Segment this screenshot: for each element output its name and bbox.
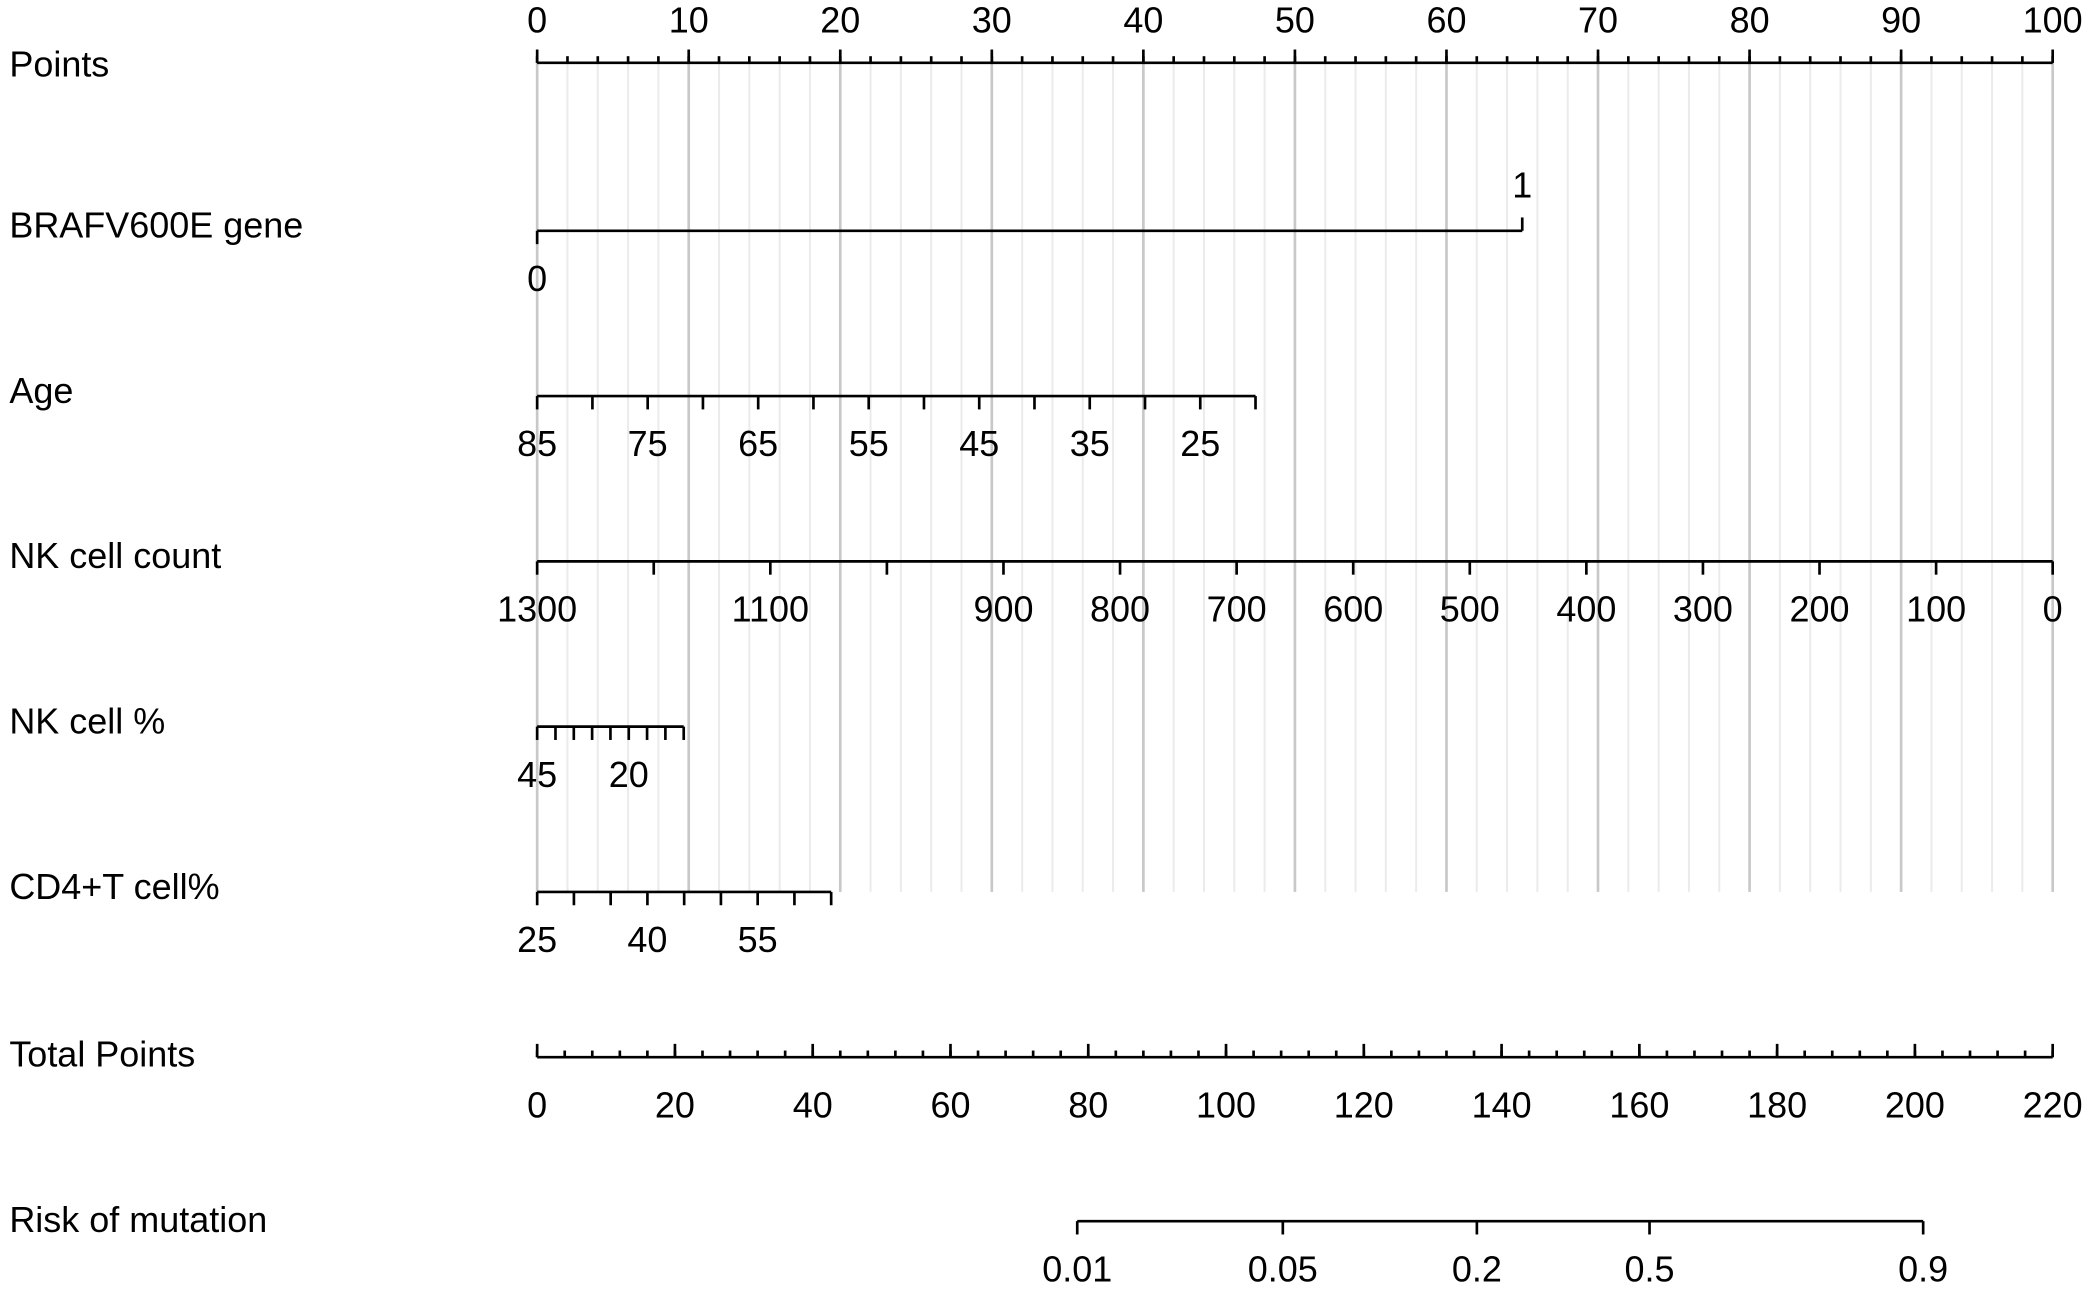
tick-label: 500 [1440,589,1500,630]
tick-label: 45 [959,423,999,464]
tick-label: 0.01 [1042,1248,1112,1289]
tick-label: 0.9 [1898,1248,1948,1289]
row-label: Total Points [9,1034,195,1075]
tick-label: 600 [1323,589,1383,630]
tick-label: 200 [1885,1084,1945,1125]
tick-label: 0 [2043,589,2063,630]
tick-label: 100 [2023,0,2083,40]
tick-label: 55 [738,919,778,960]
tick-label: 0 [527,1084,547,1125]
tick-label: 180 [1747,1084,1807,1125]
row-label: Age [9,370,73,411]
tick-label: 0 [527,0,547,40]
row-label: NK cell count [9,535,221,576]
tick-label: 160 [1609,1084,1669,1125]
tick-label: 20 [655,1084,695,1125]
row-label: CD4+T cell% [9,866,219,907]
tick-label: 0.2 [1452,1248,1502,1289]
tick-label: 65 [738,423,778,464]
tick-label: 45 [517,754,557,795]
tick-label: 800 [1090,589,1150,630]
tick-label: 20 [820,0,860,40]
tick-label: 220 [2023,1084,2083,1125]
row-label: NK cell % [9,700,165,741]
tick-label: 75 [628,423,668,464]
row-label: Risk of mutation [9,1199,267,1240]
tick-label: 1 [1512,165,1532,206]
row-label: Points [9,43,109,84]
tick-label: 120 [1334,1084,1394,1125]
tick-label: 200 [1790,589,1850,630]
tick-label: 700 [1207,589,1267,630]
tick-label: 25 [517,919,557,960]
tick-label: 60 [930,1084,970,1125]
tick-label: 0.5 [1625,1248,1675,1289]
tick-label: 1100 [732,589,809,630]
tick-label: 100 [1196,1084,1256,1125]
tick-label: 60 [1426,0,1466,40]
tick-label: 400 [1556,589,1616,630]
tick-label: 70 [1578,0,1618,40]
tick-label: 900 [973,589,1033,630]
tick-label: 80 [1068,1084,1108,1125]
tick-label: 0 [527,258,547,299]
tick-label: 40 [1123,0,1163,40]
grid [535,62,2055,892]
tick-label: 85 [517,423,557,464]
tick-label: 300 [1673,589,1733,630]
tick-label: 25 [1180,423,1220,464]
tick-label: 35 [1070,423,1110,464]
tick-label: 50 [1275,0,1315,40]
tick-label: 20 [609,754,649,795]
tick-label: 0.05 [1248,1248,1318,1289]
tick-label: 90 [1881,0,1921,40]
row-label: BRAFV600E gene [9,205,303,246]
tick-label: 1300 [497,589,577,630]
tick-label: 100 [1906,589,1966,630]
tick-label: 55 [849,423,889,464]
tick-label: 140 [1472,1084,1532,1125]
tick-label: 30 [972,0,1012,40]
tick-label: 40 [627,919,667,960]
tick-label: 80 [1730,0,1770,40]
tick-label: 40 [793,1084,833,1125]
tick-label: 10 [669,0,709,40]
